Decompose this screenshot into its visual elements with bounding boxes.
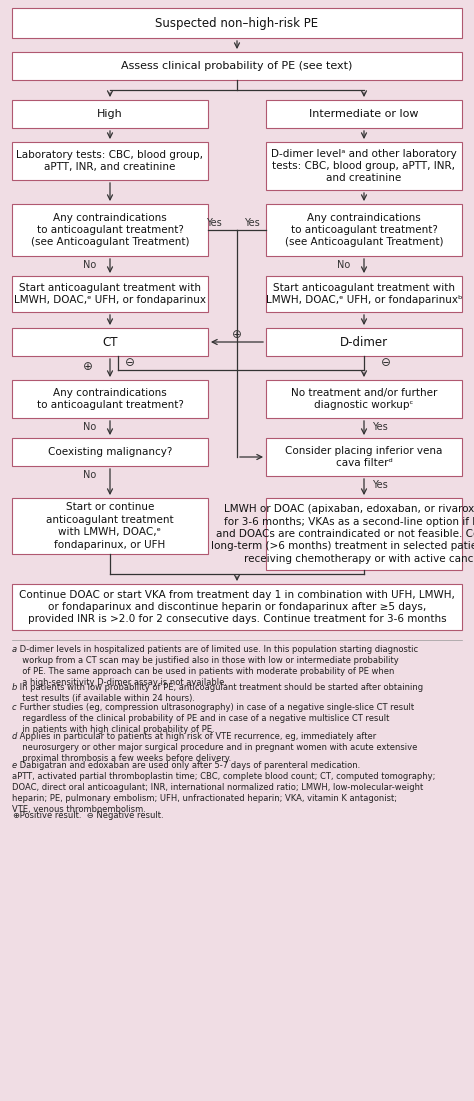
Text: No: No (83, 470, 97, 480)
FancyBboxPatch shape (266, 328, 462, 356)
FancyBboxPatch shape (12, 204, 208, 257)
Text: Assess clinical probability of PE (see text): Assess clinical probability of PE (see t… (121, 61, 353, 70)
Text: Start anticoagulant treatment with
LMWH, DOAC,ᵉ UFH, or fondaparinuxᵇ: Start anticoagulant treatment with LMWH,… (266, 283, 462, 305)
Text: a: a (12, 645, 17, 654)
FancyBboxPatch shape (266, 438, 462, 476)
Text: Any contraindications
to anticoagulant treatment?
(see Anticoagulant Treatment): Any contraindications to anticoagulant t… (285, 212, 443, 248)
Text: aPTT, activated partial thromboplastin time; CBC, complete blood count; CT, comp: aPTT, activated partial thromboplastin t… (12, 772, 436, 815)
FancyBboxPatch shape (12, 8, 462, 39)
Text: Dabigatran and edoxaban are used only after 5-7 days of parenteral medication.: Dabigatran and edoxaban are used only af… (17, 761, 360, 770)
Text: Start anticoagulant treatment with
LMWH, DOAC,ᵉ UFH, or fondaparinux: Start anticoagulant treatment with LMWH,… (14, 283, 206, 305)
FancyBboxPatch shape (266, 276, 462, 312)
Text: LMWH or DOAC (apixaban, edoxaban, or rivaroxaban)
for 3-6 months; VKAs as a seco: LMWH or DOAC (apixaban, edoxaban, or riv… (211, 504, 474, 564)
Text: In patients with low probability of PE, anticoagulant treatment should be starte: In patients with low probability of PE, … (17, 683, 423, 704)
Text: ⊖: ⊖ (381, 356, 391, 369)
FancyBboxPatch shape (12, 328, 208, 356)
Text: ⊕: ⊕ (232, 327, 242, 340)
Text: CT: CT (102, 336, 118, 349)
Text: D-dimer levelᵃ and other laboratory
tests: CBC, blood group, aPTT, INR,
and crea: D-dimer levelᵃ and other laboratory test… (271, 149, 457, 184)
FancyBboxPatch shape (12, 380, 208, 418)
Text: ⊕: ⊕ (83, 360, 93, 372)
FancyBboxPatch shape (12, 142, 208, 179)
FancyBboxPatch shape (12, 100, 208, 128)
Text: Suspected non–high-risk PE: Suspected non–high-risk PE (155, 17, 319, 30)
Text: Yes: Yes (206, 218, 222, 228)
Text: d: d (12, 732, 18, 741)
Text: c: c (12, 704, 17, 712)
Text: Yes: Yes (372, 480, 388, 490)
FancyBboxPatch shape (266, 100, 462, 128)
Text: Consider placing inferior vena
cava filterᵈ: Consider placing inferior vena cava filt… (285, 446, 443, 468)
Text: Coexisting malignancy?: Coexisting malignancy? (48, 447, 172, 457)
FancyBboxPatch shape (12, 438, 208, 466)
Text: ⊖: ⊖ (125, 356, 135, 369)
Text: Continue DOAC or start VKA from treatment day 1 in combination with UFH, LMWH,
o: Continue DOAC or start VKA from treatmen… (19, 590, 455, 624)
Text: Yes: Yes (244, 218, 260, 228)
Text: b: b (12, 683, 18, 693)
Text: ⊕: ⊕ (12, 811, 19, 820)
Text: High: High (97, 109, 123, 119)
FancyBboxPatch shape (266, 380, 462, 418)
Text: No treatment and/or further
diagnostic workupᶜ: No treatment and/or further diagnostic w… (291, 388, 437, 411)
Text: Positive result.  ⊖ Negative result.: Positive result. ⊖ Negative result. (17, 811, 164, 820)
Text: e: e (12, 761, 17, 770)
FancyBboxPatch shape (266, 142, 462, 190)
FancyBboxPatch shape (266, 498, 462, 570)
FancyBboxPatch shape (12, 584, 462, 630)
Text: Intermediate or low: Intermediate or low (309, 109, 419, 119)
Text: Further studies (eg, compression ultrasonography) in case of a negative single-s: Further studies (eg, compression ultraso… (17, 704, 414, 734)
Text: Yes: Yes (372, 422, 388, 432)
Text: D-dimer: D-dimer (340, 336, 388, 349)
FancyBboxPatch shape (12, 52, 462, 80)
FancyBboxPatch shape (12, 276, 208, 312)
Text: Laboratory tests: CBC, blood group,
aPTT, INR, and creatinine: Laboratory tests: CBC, blood group, aPTT… (17, 150, 203, 172)
Text: D-dimer levels in hospitalized patients are of limited use. In this population s: D-dimer levels in hospitalized patients … (17, 645, 418, 687)
FancyBboxPatch shape (266, 204, 462, 257)
Text: Any contraindications
to anticoagulant treatment?: Any contraindications to anticoagulant t… (36, 388, 183, 411)
Text: Start or continue
anticoagulant treatment
with LMWH, DOAC,ᵉ
fondaparinux, or UFH: Start or continue anticoagulant treatmen… (46, 502, 174, 549)
Text: No: No (337, 260, 351, 270)
Text: Any contraindications
to anticoagulant treatment?
(see Anticoagulant Treatment): Any contraindications to anticoagulant t… (31, 212, 189, 248)
Text: No: No (83, 260, 97, 270)
FancyBboxPatch shape (12, 498, 208, 554)
Text: Applies in particular to patients at high risk of VTE recurrence, eg, immediatel: Applies in particular to patients at hig… (17, 732, 418, 763)
Text: No: No (83, 422, 97, 432)
